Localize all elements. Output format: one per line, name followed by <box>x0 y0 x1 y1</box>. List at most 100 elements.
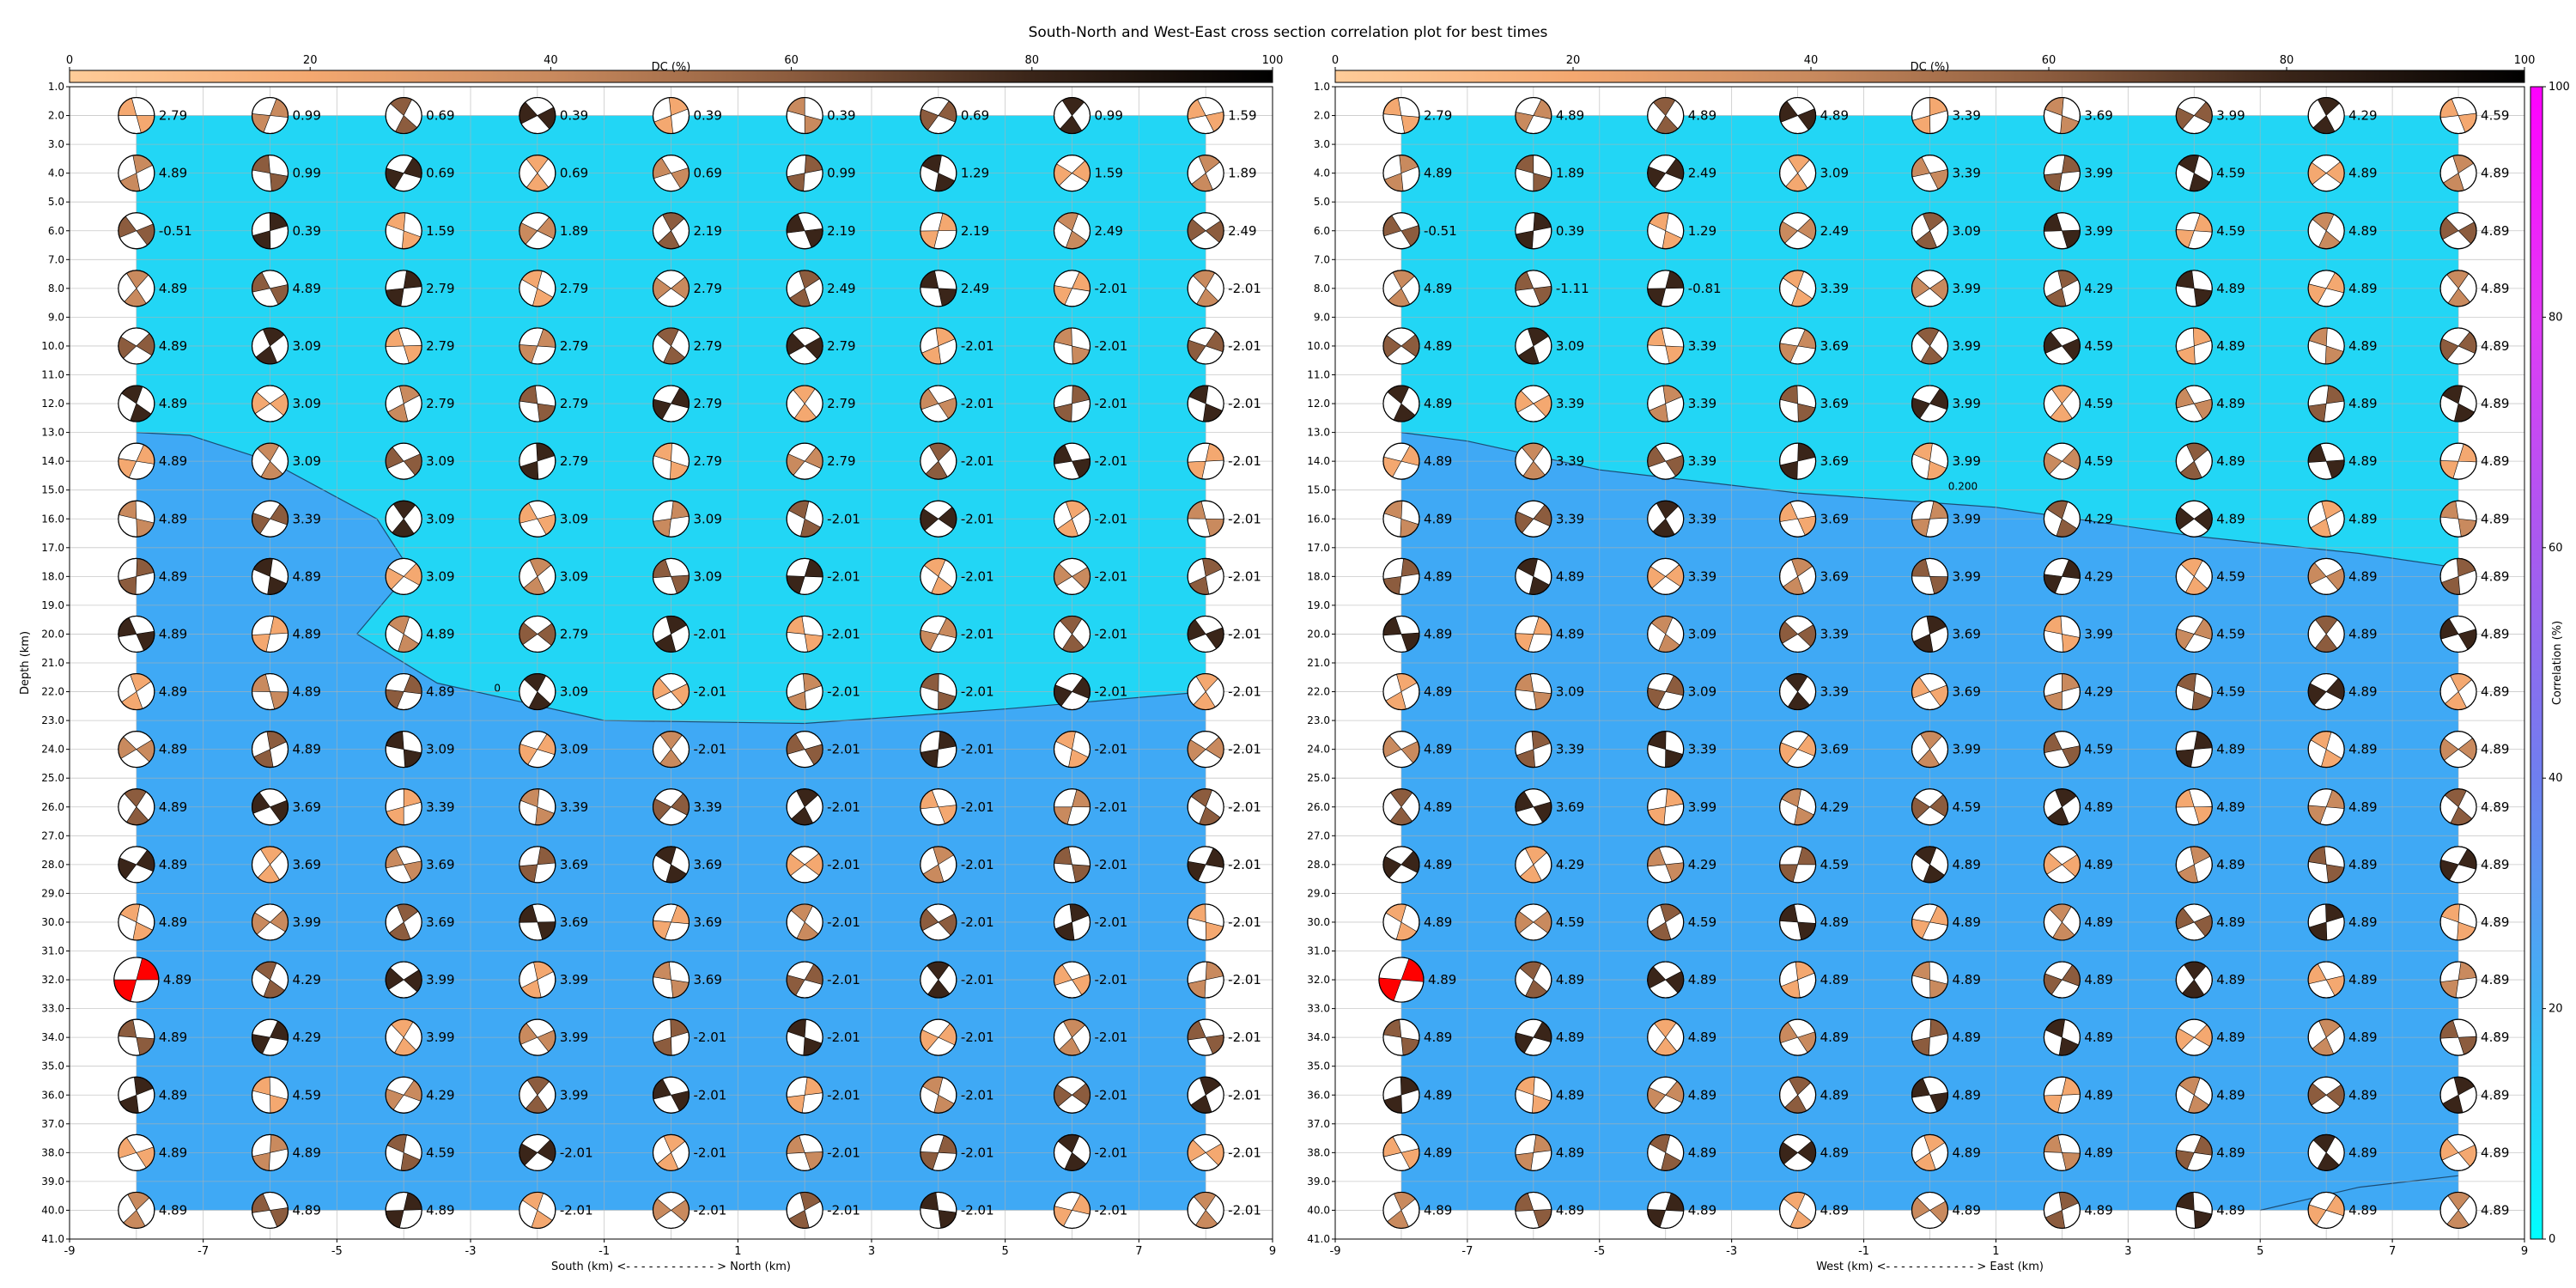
contour-line <box>1400 432 2459 568</box>
focal-mechanism <box>1187 500 1224 538</box>
focal-mechanism-outline <box>652 788 690 826</box>
focal-mechanism-outline <box>1053 1076 1091 1114</box>
data-label: -2.01 <box>1228 281 1261 296</box>
y-tick-label: 35.0 <box>41 1060 64 1072</box>
focal-mechanism <box>385 846 422 884</box>
focal-mechanism-outline <box>786 961 823 999</box>
focal-mechanism-outline <box>1911 1191 1949 1230</box>
data-label: 4.89 <box>1424 453 1452 469</box>
focal-mechanism-outline <box>1382 1076 1420 1114</box>
data-label: 3.09 <box>426 568 454 584</box>
data-label: 4.89 <box>2481 281 2509 296</box>
data-label: 4.89 <box>2481 396 2509 411</box>
focal-mechanism <box>1911 270 1949 307</box>
focal-mechanism <box>652 846 690 884</box>
focal-mechanism-outline <box>1187 1133 1224 1171</box>
focal-mechanism-outline <box>1382 557 1420 595</box>
focal-mechanism <box>2175 155 2213 192</box>
focal-mechanism <box>920 96 957 135</box>
focal-mechanism-outline <box>920 788 957 826</box>
data-label: 4.89 <box>1953 1145 1981 1160</box>
focal-mechanism <box>519 442 556 480</box>
dc-colorbar-label: DC (%) <box>1911 61 1950 74</box>
focal-mechanism <box>2439 385 2477 422</box>
focal-mechanism-outline <box>1382 1018 1420 1056</box>
focal-mechanism <box>1053 155 1091 192</box>
focal-mechanism-outline <box>2175 1018 2213 1056</box>
focal-mechanism-outline <box>1515 672 1552 711</box>
data-label: 4.29 <box>2084 511 2112 526</box>
focal-mechanism <box>786 672 823 711</box>
focal-mechanism-outline <box>2307 1133 2345 1171</box>
focal-mechanism <box>519 731 556 769</box>
focal-mechanism-outline <box>385 442 422 480</box>
data-label: 4.89 <box>2481 914 2509 930</box>
data-label: 4.89 <box>159 799 187 815</box>
focal-mechanism-outline <box>2439 1191 2477 1230</box>
data-label: 4.89 <box>2348 1087 2377 1103</box>
focal-mechanism-outline <box>1647 96 1685 135</box>
focal-mechanism-outline <box>786 788 823 826</box>
data-label: -2.01 <box>1095 799 1128 815</box>
focal-mechanism-outline <box>2175 1133 2213 1171</box>
data-label: 2.49 <box>961 281 989 296</box>
focal-mechanism-outline <box>1382 615 1420 653</box>
data-label: 3.69 <box>1820 511 1849 526</box>
focal-mechanism-outline <box>1515 96 1552 135</box>
y-tick-label: 21.0 <box>1307 657 1330 669</box>
focal-mechanism <box>1647 1191 1685 1230</box>
focal-mechanism-outline <box>2043 557 2081 595</box>
y-tick-label: 27.0 <box>41 829 64 841</box>
focal-mechanism-outline <box>251 1191 289 1230</box>
data-label: 4.89 <box>2084 1202 2112 1218</box>
focal-mechanism <box>1187 672 1224 711</box>
data-label: 4.89 <box>2481 742 2509 757</box>
focal-mechanism <box>1911 961 1949 999</box>
y-tick-label: 40.0 <box>1307 1204 1330 1216</box>
focal-mechanism-outline <box>519 96 556 135</box>
focal-mechanism-outline <box>2175 212 2213 250</box>
focal-mechanism <box>2043 788 2081 826</box>
y-tick-label: 24.0 <box>1307 744 1330 756</box>
data-label: 3.39 <box>1556 453 1584 469</box>
focal-mechanism <box>1779 385 1817 422</box>
focal-mechanism <box>920 212 957 250</box>
data-label: 4.89 <box>1688 1202 1716 1218</box>
data-label: 4.89 <box>1424 1030 1452 1045</box>
focal-mechanism-outline <box>2439 1133 2477 1171</box>
focal-mechanism <box>1053 212 1091 250</box>
x-axis-label: South (km) <- - - - - - - - - - - - > No… <box>551 1261 791 1273</box>
data-label: 4.89 <box>159 857 187 872</box>
focal-mechanism <box>2043 961 2081 999</box>
focal-mechanism <box>251 155 289 192</box>
y-tick-label: 25.0 <box>41 772 64 784</box>
focal-mechanism-outline <box>1647 1191 1685 1230</box>
focal-mechanism <box>2307 327 2345 365</box>
focal-mechanism <box>2043 1191 2081 1230</box>
data-label: -2.01 <box>827 1202 860 1218</box>
focal-mechanism-outline <box>1779 155 1817 192</box>
focal-mechanism-outline <box>251 557 289 595</box>
data-label: 4.59 <box>2216 223 2245 239</box>
focal-mechanism <box>385 385 422 422</box>
focal-mechanism-outline <box>118 1076 155 1114</box>
focal-mechanism <box>519 672 556 711</box>
focal-mechanism-outline <box>2043 1018 2081 1056</box>
focal-mechanism-outline <box>2043 385 2081 422</box>
data-label: 4.89 <box>2084 1087 2112 1103</box>
focal-mechanism-outline <box>2043 615 2081 653</box>
focal-mechanism <box>920 903 957 941</box>
data-label: 3.99 <box>1953 568 1981 584</box>
focal-mechanism <box>385 961 422 999</box>
data-label: -2.01 <box>961 914 994 930</box>
focal-mechanism <box>1382 327 1420 365</box>
focal-mechanism-outline <box>2439 96 2477 135</box>
focal-mechanism <box>2307 1076 2345 1114</box>
y-tick-label: 33.0 <box>41 1003 64 1015</box>
data-label: 3.99 <box>560 1030 588 1045</box>
data-label: 3.39 <box>1556 742 1584 757</box>
y-tick-label: 5.0 <box>1314 196 1330 208</box>
data-label: 4.89 <box>1688 1087 1716 1103</box>
data-label: 1.59 <box>1228 108 1256 124</box>
data-label: -2.01 <box>1095 453 1128 469</box>
